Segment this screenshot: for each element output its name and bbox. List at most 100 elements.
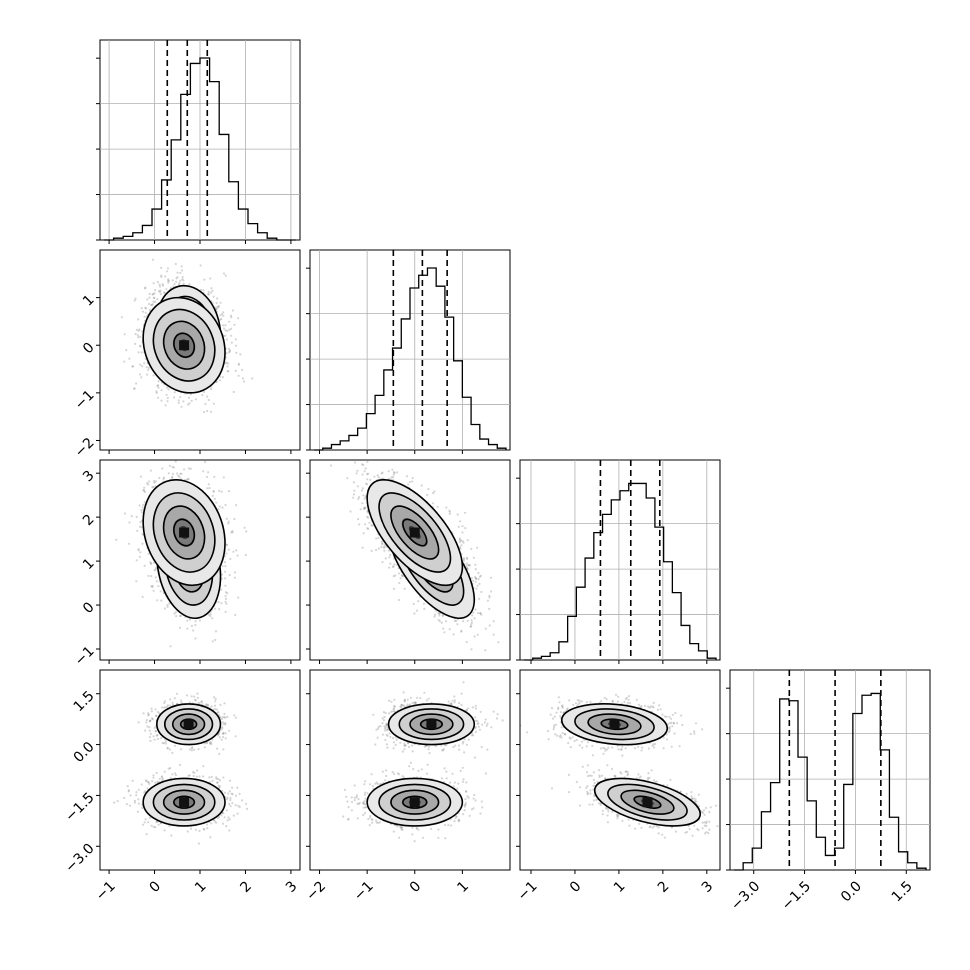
scatter-point [152,485,155,489]
scatter-point [128,521,131,524]
scatter-point [134,297,137,300]
scatter-point [230,531,233,534]
scatter-point [144,311,147,314]
scatter-point [205,395,209,398]
scatter-point [179,472,182,475]
scatter-point [156,280,159,284]
scatter-point [156,599,159,602]
density-panel-1-0 [96,249,301,454]
panel-content [115,460,248,648]
scatter-point [209,410,213,413]
scatter-point [226,365,229,368]
scatter-point [140,351,143,354]
scatter-point [179,279,182,282]
scatter-point [147,302,150,306]
scatter-point [173,612,176,615]
scatter-point [145,307,148,310]
scatter-point [152,296,155,299]
scatter-point [153,480,156,483]
scatter-point [230,316,233,319]
scatter-point [140,511,143,514]
scatter-point [186,627,189,630]
scatter-point [224,329,227,332]
scatter-point [151,486,154,489]
scatter-point [224,577,227,580]
scatter-point [128,357,131,360]
scatter-point [183,468,186,471]
scatter-point [203,278,206,281]
scatter-point [165,393,168,396]
scatter-point [224,274,227,277]
scatter-point [211,289,214,292]
scatter-point [138,344,142,347]
scatter-point [228,349,232,352]
scatter-point [180,269,184,272]
scatter-point [152,561,155,564]
scatter-point [211,617,214,620]
scatter-point [215,501,218,504]
scatter-point [220,490,223,493]
scatter-point [168,464,171,467]
scatter-point [153,569,156,572]
scatter-point [151,303,154,306]
scatter-point [139,363,142,366]
scatter-point [144,287,147,290]
scatter-point [180,265,183,268]
scatter-point [143,490,146,493]
scatter-point [167,281,170,284]
scatter-point [235,351,238,354]
scatter-point [244,553,247,557]
scatter-point [164,275,167,278]
scatter-point [186,403,190,406]
scatter-point [152,300,155,303]
scatter-point [177,401,180,404]
scatter-point [215,307,218,310]
scatter-point [133,387,136,390]
scatter-point [212,489,215,493]
scatter-point [235,504,238,507]
scatter-point [155,580,158,583]
scatter-point [243,380,246,383]
scatter-point [152,292,155,296]
scatter-point [161,467,164,470]
scatter-point [186,619,189,622]
scatter-point [166,604,169,607]
scatter-point [226,592,229,595]
scatter-point [209,291,213,294]
scatter-point [208,486,211,490]
scatter-point [146,373,149,376]
scatter-point [220,602,223,605]
scatter-point [230,341,233,344]
scatter-point [188,402,191,405]
scatter-point [166,396,169,400]
scatter-point [144,286,147,289]
scatter-point [179,271,182,274]
scatter-point [139,551,142,554]
scatter-point [224,591,228,594]
scatter-point [171,465,174,469]
scatter-point [143,362,146,365]
scatter-point [227,548,230,551]
scatter-point [167,388,170,391]
scatter-point [173,283,176,286]
scatter-point [223,327,226,330]
scatter-point [162,284,165,287]
scatter-point [192,629,195,632]
scatter-point [135,559,138,562]
scatter-point [222,272,226,275]
scatter-point [140,509,143,512]
panel-content [120,258,254,414]
scatter-point [224,594,227,598]
scatter-point [205,475,209,479]
scatter-point [224,324,227,327]
scatter-point [182,282,185,285]
scatter-point [217,601,220,604]
scatter-point [203,390,206,393]
scatter-point [228,351,231,354]
scatter-point [147,574,150,578]
scatter-point [151,585,154,589]
scatter-point [135,382,138,385]
scatter-point [202,410,206,414]
scatter-point [209,613,212,616]
